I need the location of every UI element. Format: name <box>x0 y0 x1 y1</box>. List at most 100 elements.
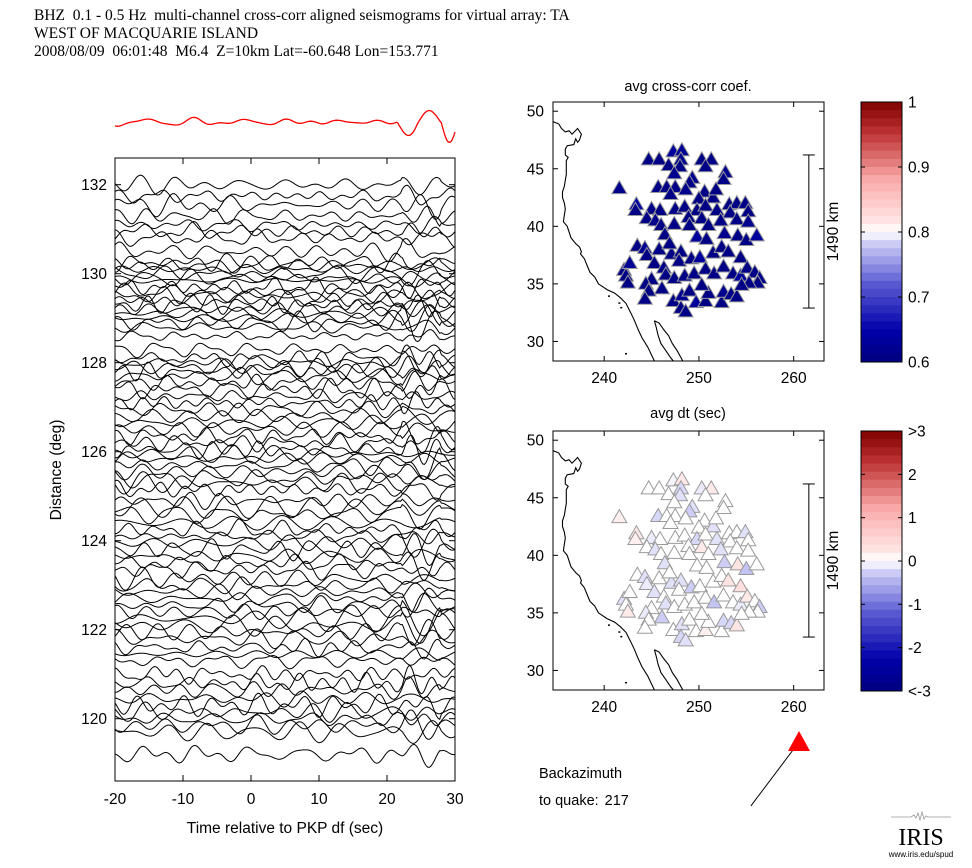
station-triangle-icon <box>676 527 694 542</box>
seismogram-trace <box>115 391 455 415</box>
station-triangle-icon <box>677 631 695 647</box>
seismogram-trace <box>115 479 455 501</box>
colorbar-segment <box>861 110 902 119</box>
station-triangle-icon <box>697 621 714 636</box>
island-shape <box>620 635 623 638</box>
station-triangle-icon <box>681 282 698 297</box>
station-triangle-icon <box>677 180 695 196</box>
seismogram-trace <box>115 720 455 744</box>
station-triangle-icon <box>640 479 658 495</box>
y-tick-label: 45 <box>527 490 544 507</box>
seismogram-trace <box>115 547 455 567</box>
seismogram-trace <box>115 193 455 220</box>
colorbar-segment <box>861 617 902 627</box>
colorbar-segment <box>861 504 902 513</box>
seismogram-trace <box>115 515 455 531</box>
seismogram-trace <box>115 361 455 382</box>
station-markers <box>610 141 768 318</box>
seismogram-trace <box>115 289 455 309</box>
seismogram-trace <box>115 413 455 435</box>
stacked-beam-trace <box>114 109 456 144</box>
seismogram-x-ticks: -20 -10 0 10 20 30 <box>104 158 464 808</box>
colorbar-segment <box>861 593 902 603</box>
scale-bar: 1490 km <box>802 154 842 309</box>
station-triangle-icon <box>700 613 717 628</box>
station-triangle-icon <box>700 216 717 232</box>
seismogram-trace <box>115 374 455 401</box>
seismogram-trace <box>115 205 455 227</box>
station-triangle-icon <box>733 605 750 620</box>
dt-map: avg dt (sec) 240 250 260 30 35 40 45 50 1490 km <box>527 406 842 716</box>
station-triangle-icon <box>728 287 746 303</box>
station-triangle-icon <box>715 586 732 602</box>
station-triangle-icon <box>707 509 725 525</box>
seismogram-wave-icon <box>891 810 951 822</box>
station-triangle-icon <box>660 156 677 172</box>
station-triangle-icon <box>681 611 698 626</box>
colorbar-segment <box>861 248 902 257</box>
colorbar-segment <box>861 134 902 144</box>
seismogram-trace <box>115 603 455 621</box>
backazimuth-indicator: Backazimuth to quake: 217 <box>539 731 810 809</box>
colorbar-segment <box>861 544 902 554</box>
colorbar-segment <box>861 674 902 684</box>
colorbar-segment <box>861 240 902 249</box>
colorbar-segment <box>861 305 902 314</box>
seismogram-x-axis-label: Time relative to PKP df (sec) <box>187 820 383 837</box>
seismogram-trace <box>115 228 455 248</box>
seismogram-trace <box>115 221 455 240</box>
seismogram-trace <box>115 451 455 465</box>
seismogram-trace <box>115 551 455 581</box>
station-triangle-icon <box>729 555 747 571</box>
station-triangle-icon <box>670 581 688 596</box>
colorbar-tick-label: 0.9 <box>908 160 930 177</box>
colorbar-segment <box>861 150 902 160</box>
station-triangle-icon <box>704 188 722 204</box>
station-triangle-icon <box>657 266 675 281</box>
colorbar-segment <box>861 337 902 347</box>
colorbar-segment <box>861 512 902 521</box>
backazimuth-label: Backazimuth <box>539 766 622 782</box>
station-triangle-icon <box>693 276 711 291</box>
station-triangle-icon <box>656 225 674 241</box>
colorbar-segment <box>861 650 902 660</box>
station-triangle-icon <box>698 559 715 574</box>
x-tick-label: 260 <box>781 370 807 387</box>
island-shape <box>618 302 621 304</box>
station-triangle-icon <box>661 234 678 250</box>
colorbar-segment <box>861 199 902 209</box>
cross-corr-map-frame <box>552 101 825 362</box>
dt-colorbar: <-3 -2 -1 0 1 2 >3 <box>860 424 931 701</box>
colorbar-segment <box>861 561 902 570</box>
seismogram-trace <box>115 518 455 540</box>
colorbar-segment <box>861 329 902 339</box>
seismogram-trace <box>115 690 455 708</box>
station-triangle-icon <box>697 486 714 502</box>
y-tick-label: 50 <box>527 433 545 450</box>
seismogram-trace <box>115 304 455 332</box>
colorbar-segment <box>861 569 902 578</box>
seismogram-panel: -20 -10 0 10 20 30 120 122 124 126 128 130 132 Time… <box>48 109 464 837</box>
seismogram-trace <box>115 174 455 196</box>
seismogram-trace <box>115 420 455 446</box>
iris-logo: IRIS www.iris.edu/spud <box>876 808 966 860</box>
coastline-path <box>653 649 674 690</box>
station-triangle-icon <box>739 213 757 228</box>
station-triangle-icon <box>732 577 749 593</box>
colorbar-segment <box>861 272 902 282</box>
colorbar-segment <box>861 215 902 225</box>
seismogram-trace <box>115 654 455 670</box>
station-triangle-icon <box>688 557 706 572</box>
station-triangle-icon <box>697 525 714 541</box>
colorbar-segment <box>861 102 902 111</box>
colorbar-tick-label: 0.6 <box>908 355 930 372</box>
y-tick-label: 45 <box>527 161 544 178</box>
seismogram-trace <box>115 576 455 595</box>
x-tick-label: 10 <box>310 791 328 808</box>
x-tick-label: -10 <box>172 791 195 808</box>
station-triangle-icon <box>638 246 656 261</box>
y-tick-label: 40 <box>527 219 545 236</box>
iris-logo-text: IRIS <box>898 825 944 851</box>
scale-bar-label: 1490 km <box>825 531 842 590</box>
